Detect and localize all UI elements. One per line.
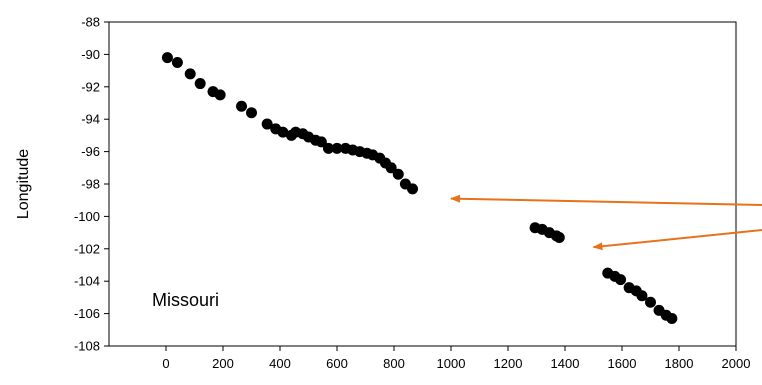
x-tick-label: 1000 [437, 356, 466, 371]
data-point [322, 142, 334, 154]
x-tick-label: 1200 [494, 356, 523, 371]
data-point [161, 52, 173, 64]
data-point [246, 107, 257, 119]
y-tick-label: -92 [81, 79, 100, 94]
x-axis-ticks: 0 200 400 600 800 1000 1200 1400 1600 1800 2000 [162, 346, 750, 371]
x-tick-label: 800 [383, 356, 405, 371]
data-point [385, 162, 397, 174]
x-tick-label: 200 [212, 356, 234, 371]
x-tick-label: 1400 [551, 356, 580, 371]
data-point [331, 142, 343, 154]
data-point [315, 136, 327, 148]
y-tick-label: -104 [74, 274, 100, 289]
x-tick-label: 600 [326, 356, 348, 371]
y-tick-label: -102 [74, 241, 100, 256]
data-point [615, 274, 627, 286]
data-point [392, 168, 404, 180]
x-tick-label: 1600 [608, 356, 637, 371]
data-point [184, 68, 196, 80]
y-tick-label: -94 [81, 112, 100, 127]
data-point [645, 296, 656, 308]
annotation-arrow [592, 229, 762, 251]
x-tick-label: 0 [162, 356, 169, 371]
data-point [236, 100, 248, 112]
x-tick-label: 1800 [665, 356, 694, 371]
data-point [553, 231, 565, 243]
annotation-arrow [450, 194, 762, 206]
annotation-label: Missouri [152, 290, 219, 310]
annotation-arrows [450, 194, 762, 251]
y-tick-label: -100 [74, 209, 100, 224]
data-point [214, 89, 226, 101]
y-tick-label: -88 [81, 15, 100, 30]
data-point [194, 78, 206, 90]
data-point [407, 183, 419, 195]
data-point [636, 290, 648, 302]
y-tick-label: -98 [81, 177, 100, 192]
y-tick-label: -106 [74, 306, 100, 321]
data-point [171, 57, 183, 68]
x-tick-label: 2000 [722, 356, 751, 371]
y-tick-label: -96 [81, 144, 100, 159]
x-tick-label: 400 [269, 356, 291, 371]
data-point [261, 118, 273, 130]
data-point [277, 126, 289, 138]
y-tick-label: -108 [74, 339, 100, 354]
y-tick-label: -90 [81, 47, 100, 62]
data-point [666, 312, 678, 324]
y-axis-ticks: -108 -106 -104 -102 -100 -98 -96 -94 -92 -90 -88 [74, 15, 109, 354]
y-axis-title: Longitude [15, 149, 32, 219]
data-points [161, 52, 678, 324]
